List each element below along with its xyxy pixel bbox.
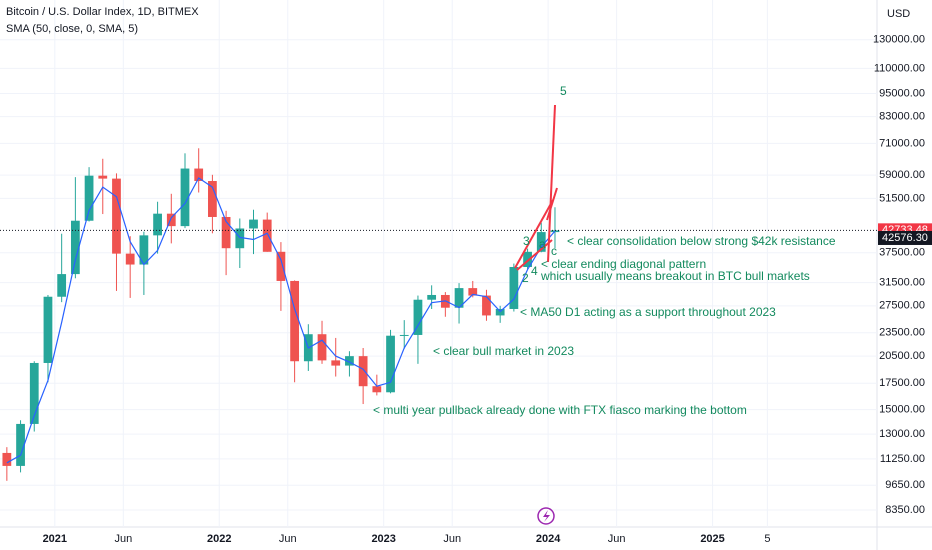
chart-title: Bitcoin / U.S. Dollar Index, 1D, BITMEX: [6, 6, 199, 18]
annotation: 5: [560, 84, 567, 98]
y-tick-label: 95000.00: [879, 87, 925, 99]
price-label-box: [878, 230, 932, 245]
candle-body: [331, 360, 341, 366]
x-tick-label: 2024: [536, 533, 561, 545]
candle-body: [112, 178, 121, 254]
candle-body: [2, 452, 12, 466]
candle-body: [29, 362, 39, 424]
indicator-legend: SMA (50, close, 0, SMA, 5): [6, 23, 138, 35]
trend-line: [514, 199, 554, 269]
candle-body: [98, 175, 108, 179]
y-tick-label: 130000.00: [873, 34, 925, 46]
annotation: which usually means breakout in BTC bull…: [540, 269, 810, 283]
annotation: < multi year pullback already done with …: [373, 403, 747, 417]
lightning-icon[interactable]: [537, 507, 555, 525]
annotation: a: [539, 237, 546, 251]
candle-body: [482, 295, 491, 316]
y-tick-label: 11250.00: [880, 453, 925, 465]
candle-body: [345, 356, 354, 366]
drawings: [514, 104, 558, 271]
y-tick-label: 17500.00: [879, 377, 925, 389]
candle-body: [372, 386, 382, 393]
candle-body: [153, 213, 162, 236]
y-tick-label: 20500.00: [879, 350, 925, 362]
candle-body: [358, 356, 368, 387]
y-tick-label: 110000.00: [874, 62, 925, 74]
currency-label: USD: [887, 8, 910, 20]
candle-body: [57, 274, 67, 297]
candle-body: [43, 296, 53, 363]
x-tick-label: Jun: [114, 533, 132, 545]
y-tick-label: 59000.00: [879, 169, 925, 181]
x-tick-label: Jun: [279, 533, 297, 545]
candle-body: [454, 288, 464, 308]
y-tick-label: 15000.00: [879, 404, 925, 416]
event-icon-bolt: [543, 510, 550, 522]
candle-body: [468, 288, 478, 296]
y-tick-label: 13000.00: [879, 428, 925, 440]
annotation: < clear ending diagonal pattern: [541, 257, 706, 271]
annotation: c: [551, 244, 557, 258]
candle-body: [16, 423, 25, 466]
y-tick-label: 31500.00: [879, 276, 925, 288]
projection-line: [547, 104, 556, 263]
candle-body: [523, 251, 532, 267]
candle-body: [290, 280, 300, 362]
x-tick-label: Jun: [443, 533, 461, 545]
candle-body: [276, 251, 286, 281]
x-tick-label: 2023: [371, 533, 395, 545]
x-tick-label: 2022: [207, 533, 231, 545]
price-label: 42576.30: [882, 232, 928, 244]
candle-body: [84, 175, 94, 221]
candle-body: [509, 266, 519, 309]
y-tick-label: 51500.00: [879, 192, 925, 204]
candle-body: [413, 299, 423, 335]
x-tick-label: 2021: [43, 533, 67, 545]
annotation: < clear consolidation below strong $42k …: [567, 234, 836, 248]
annotation: < MA50 D1 acting as a support throughout…: [520, 305, 776, 319]
candle-body: [70, 220, 80, 275]
candle-body: [536, 232, 546, 252]
y-tick-label: 27500.00: [879, 300, 925, 312]
y-tick-label: 8350.00: [885, 504, 925, 516]
candle-body: [194, 168, 204, 182]
y-tick-label: 71000.00: [879, 137, 925, 149]
candle-body: [139, 235, 149, 265]
candle-body: [166, 213, 176, 227]
candle-body: [386, 335, 395, 393]
candle-body: [427, 294, 437, 300]
annotation: 2: [522, 271, 529, 285]
plot: [0, 0, 877, 527]
x-tick-label: 5: [764, 533, 770, 545]
projection-line: [546, 187, 558, 221]
candle-body: [125, 253, 135, 265]
x-tick-label: 2025: [700, 533, 724, 545]
y-tick-label: 23500.00: [879, 327, 925, 339]
sma-line: [6, 177, 556, 464]
candle-body: [180, 168, 190, 227]
candle-body: [262, 219, 272, 252]
candle-body: [249, 219, 258, 229]
candle-body: [221, 216, 231, 249]
annotation: 4: [531, 264, 538, 278]
y-tick-label: 37500.00: [879, 247, 925, 259]
annotation: < clear bull market in 2023: [433, 344, 574, 358]
x-tick-label: Jun: [608, 533, 626, 545]
candle-body: [208, 181, 217, 217]
candle-body: [235, 228, 245, 249]
candle-body: [317, 334, 327, 361]
trend-line: [516, 239, 553, 271]
y-tick-label: 9650.00: [885, 479, 925, 491]
candle-body: [399, 334, 409, 336]
y-tick-label: 83000.00: [879, 111, 925, 123]
annotation: 3: [523, 234, 530, 248]
